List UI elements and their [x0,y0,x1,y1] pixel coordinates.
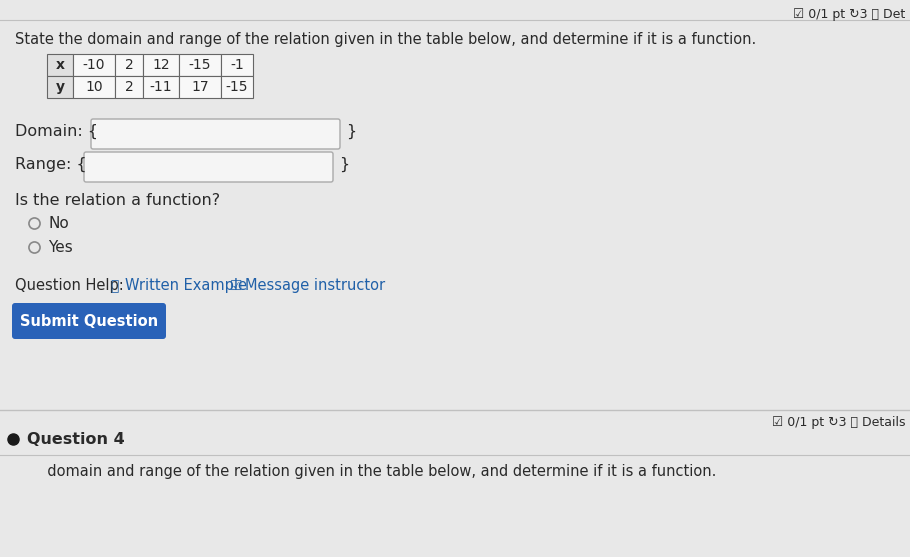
Text: -10: -10 [83,58,106,72]
Text: ☑ 0/1 pt ↻3 ⓘ Details: ☑ 0/1 pt ↻3 ⓘ Details [772,416,905,429]
Text: Written Example: Written Example [125,278,247,293]
Text: Range: {: Range: { [15,157,86,172]
FancyBboxPatch shape [115,76,143,98]
Text: ☑ 0/1 pt ↻3 ⓘ Det: ☑ 0/1 pt ↻3 ⓘ Det [793,8,905,21]
Text: y: y [56,80,65,94]
FancyBboxPatch shape [84,152,333,182]
Text: domain and range of the relation given in the table below, and determine if it i: domain and range of the relation given i… [15,464,716,479]
Text: -15: -15 [188,58,211,72]
Text: Question Help:: Question Help: [15,278,124,293]
FancyBboxPatch shape [73,54,115,76]
FancyBboxPatch shape [47,54,73,76]
FancyBboxPatch shape [115,54,143,76]
FancyBboxPatch shape [12,303,166,339]
Text: Submit Question: Submit Question [20,314,158,329]
FancyBboxPatch shape [179,54,221,76]
FancyBboxPatch shape [143,54,179,76]
Text: Message instructor: Message instructor [245,278,385,293]
FancyBboxPatch shape [47,76,73,98]
Text: 2: 2 [125,58,134,72]
Text: 10: 10 [86,80,103,94]
Text: 12: 12 [152,58,170,72]
FancyBboxPatch shape [221,54,253,76]
Text: 17: 17 [191,80,208,94]
FancyBboxPatch shape [91,119,340,149]
Text: State the domain and range of the relation given in the table below, and determi: State the domain and range of the relati… [15,32,756,47]
Text: }: } [339,157,349,172]
FancyBboxPatch shape [221,76,253,98]
Text: -11: -11 [149,80,172,94]
Text: No: No [48,216,69,231]
Text: -1: -1 [230,58,244,72]
Text: Is the relation a function?: Is the relation a function? [15,193,220,208]
Text: 📄: 📄 [110,279,118,293]
FancyBboxPatch shape [73,76,115,98]
Text: 2: 2 [125,80,134,94]
Text: Yes: Yes [48,240,73,255]
Text: x: x [56,58,65,72]
Text: }: } [346,124,356,139]
Text: Question 4: Question 4 [27,432,125,447]
FancyBboxPatch shape [143,76,179,98]
Text: ☑: ☑ [230,279,242,293]
Text: -15: -15 [226,80,248,94]
FancyBboxPatch shape [179,76,221,98]
Text: Domain: {: Domain: { [15,124,98,139]
